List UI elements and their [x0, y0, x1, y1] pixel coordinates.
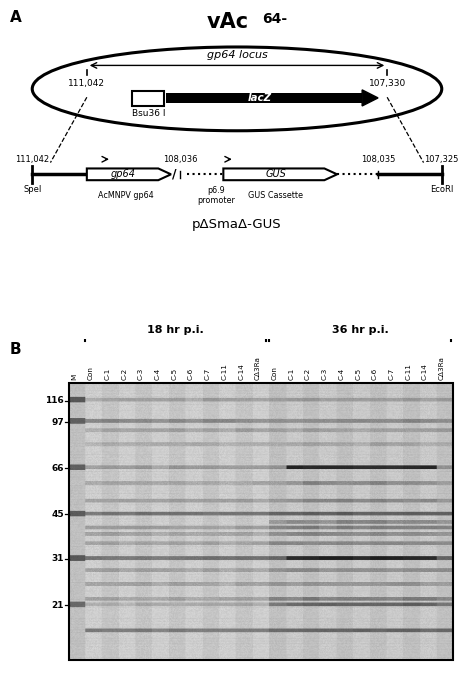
- Text: EcoRI: EcoRI: [430, 185, 454, 194]
- Text: C-14: C-14: [238, 363, 244, 380]
- Text: C-11: C-11: [221, 363, 228, 380]
- Text: 97: 97: [51, 418, 64, 427]
- Text: 31: 31: [52, 554, 64, 563]
- Text: gp64 locus: gp64 locus: [207, 50, 267, 60]
- Text: C-2: C-2: [121, 368, 127, 380]
- Text: C-6: C-6: [372, 368, 378, 380]
- Text: C-7: C-7: [389, 368, 395, 380]
- Text: C-5: C-5: [171, 368, 177, 380]
- Text: GUS Cassette: GUS Cassette: [248, 191, 303, 200]
- Bar: [166, 93, 362, 104]
- Text: Bsu36 I: Bsu36 I: [131, 109, 165, 118]
- Text: C-14: C-14: [422, 363, 428, 380]
- Text: 36 hr p.i.: 36 hr p.i.: [332, 325, 389, 335]
- Bar: [132, 91, 164, 106]
- Text: 66: 66: [52, 464, 64, 473]
- Text: 111,042: 111,042: [68, 79, 105, 88]
- Text: C-11: C-11: [405, 363, 411, 380]
- FancyArrow shape: [223, 169, 337, 180]
- Text: C-7: C-7: [205, 368, 211, 380]
- Text: C-3: C-3: [322, 368, 328, 380]
- Text: C-3: C-3: [138, 368, 144, 380]
- Text: C-6: C-6: [188, 368, 194, 380]
- Text: 107,325: 107,325: [425, 154, 459, 164]
- Bar: [69, 383, 453, 660]
- Text: A: A: [9, 10, 21, 25]
- Text: 45: 45: [52, 510, 64, 519]
- Text: C-4: C-4: [338, 368, 345, 380]
- Text: 18 hr p.i.: 18 hr p.i.: [147, 325, 204, 335]
- Text: SpeI: SpeI: [23, 185, 41, 194]
- Text: 107,330: 107,330: [369, 79, 406, 88]
- Text: p6.9
promoter: p6.9 promoter: [198, 186, 236, 205]
- Text: AcMNPV gp64: AcMNPV gp64: [98, 191, 153, 200]
- Text: gp64: gp64: [111, 169, 136, 179]
- Text: Con: Con: [272, 366, 278, 380]
- Text: C-1: C-1: [288, 368, 294, 380]
- Text: GUS: GUS: [265, 169, 286, 179]
- Text: M: M: [71, 374, 77, 380]
- Text: 108,036: 108,036: [163, 154, 197, 164]
- Text: C-5: C-5: [355, 368, 361, 380]
- FancyArrow shape: [362, 90, 378, 106]
- Text: C-1: C-1: [104, 368, 110, 380]
- Text: 111,042: 111,042: [15, 154, 49, 164]
- Text: pΔSmaΔ-GUS: pΔSmaΔ-GUS: [192, 218, 282, 231]
- Text: CΔ3Ra: CΔ3Ra: [439, 356, 445, 380]
- Text: /: /: [172, 168, 176, 181]
- FancyArrow shape: [87, 169, 171, 180]
- Text: vAc: vAc: [207, 12, 249, 32]
- Text: 64-: 64-: [262, 12, 287, 26]
- Text: C-4: C-4: [155, 368, 161, 380]
- Text: lacZ: lacZ: [248, 93, 272, 103]
- Text: B: B: [9, 342, 21, 357]
- Text: 116: 116: [46, 396, 64, 405]
- Text: C-2: C-2: [305, 368, 311, 380]
- Text: 21: 21: [52, 600, 64, 610]
- Text: CΔ3Ra: CΔ3Ra: [255, 356, 261, 380]
- Text: Con: Con: [88, 366, 94, 380]
- Text: 108,035: 108,035: [361, 154, 395, 164]
